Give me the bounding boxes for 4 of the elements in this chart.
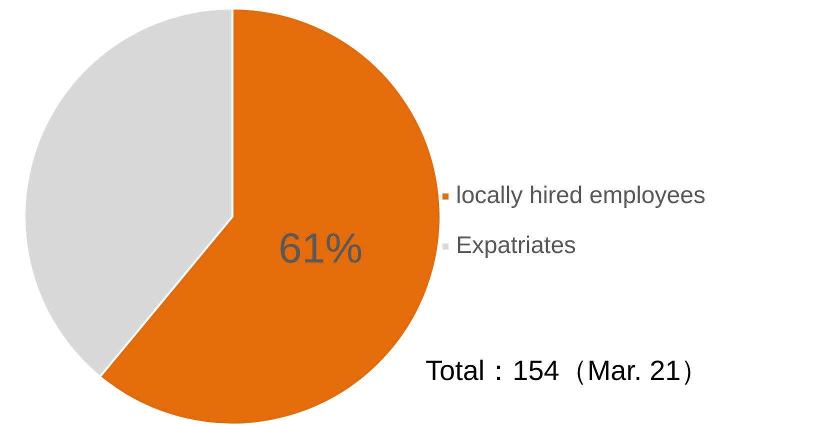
text: Total：154（Mar. 21） bbox=[426, 355, 709, 386]
legend-label: locally hired employees bbox=[456, 182, 706, 210]
data-label: 61% bbox=[278, 224, 363, 272]
legend-label: Expatriates bbox=[456, 232, 576, 260]
